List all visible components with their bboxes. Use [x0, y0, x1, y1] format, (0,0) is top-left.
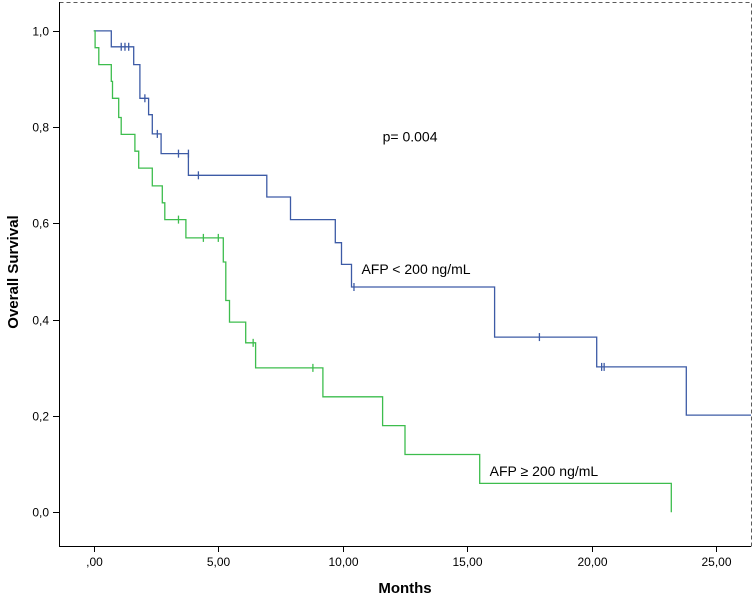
- y-axis-title: Overall Survival: [5, 215, 22, 328]
- survival-curve-afp-low: [93, 30, 751, 416]
- y-tick-label: 0,6: [32, 217, 49, 231]
- x-tick-label: 5,00: [207, 555, 231, 569]
- label-layer: AFP < 200 ng/mL AFP ≥ 200 ng/mL: [361, 261, 598, 479]
- x-tick-label: 20,00: [577, 555, 607, 569]
- plot-frame: [59, 2, 752, 547]
- y-tick-label: 0,8: [32, 121, 49, 135]
- x-tick-label: ,00: [86, 555, 103, 569]
- y-tick-label: 0,2: [32, 410, 49, 424]
- x-tick-label: 15,00: [452, 555, 482, 569]
- series-layer: [93, 30, 751, 513]
- survival-curve-afp-high: [93, 30, 672, 513]
- curve-label-afp-high: AFP ≥ 200 ng/mL: [490, 463, 599, 479]
- x-tick-label: 10,00: [328, 555, 358, 569]
- x-axis: ,00 5,00 10,00 15,00 20,00 25,00: [59, 546, 751, 569]
- y-axis: 0,0 0,2 0,4 0,6 0,8 1,0: [32, 2, 60, 546]
- y-tick-label: 0,4: [32, 314, 49, 328]
- p-value-annotation: p= 0.004: [383, 129, 438, 145]
- y-tick-label: 0,0: [32, 506, 49, 520]
- x-tick-label: 25,00: [701, 555, 731, 569]
- curve-label-afp-low: AFP < 200 ng/mL: [361, 261, 470, 277]
- y-tick-label: 1,0: [32, 25, 49, 39]
- x-axis-title: Months: [378, 580, 431, 597]
